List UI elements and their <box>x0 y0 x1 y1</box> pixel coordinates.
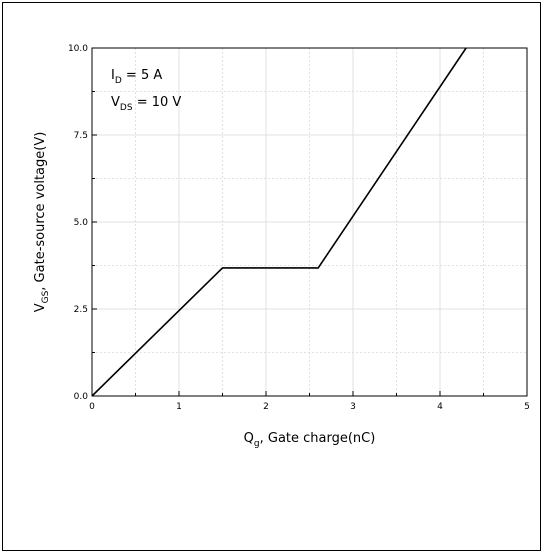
series-line <box>91 47 467 397</box>
annotation-vds: VDS = 10 V <box>111 95 181 113</box>
series-group <box>91 47 467 397</box>
y-tick-label: 5.0 <box>74 218 89 228</box>
x-axis-label: Qg, Gate charge(nC) <box>244 431 376 449</box>
y-axis-label: VGS, Gate-source voltage(V) <box>33 132 51 313</box>
y-tick-label: 10.0 <box>68 44 88 54</box>
x-tick-label: 1 <box>176 402 182 412</box>
x-tick-label: 5 <box>524 402 530 412</box>
x-tick-label: 0 <box>89 402 95 412</box>
x-tick-label: 4 <box>437 402 443 412</box>
y-tick-label: 0.0 <box>74 392 89 402</box>
annotation-id: ID = 5 A <box>111 68 162 86</box>
axis-ticks: 0 1 2 3 4 5 0.0 2.5 5.0 7.5 10.0 <box>68 44 530 412</box>
y-tick-label: 2.5 <box>74 305 88 315</box>
x-tick-label: 2 <box>263 402 269 412</box>
figure-frame <box>2 2 541 551</box>
x-tick-label: 3 <box>350 402 356 412</box>
y-tick-label: 7.5 <box>74 131 88 141</box>
grid-lines <box>92 48 527 396</box>
